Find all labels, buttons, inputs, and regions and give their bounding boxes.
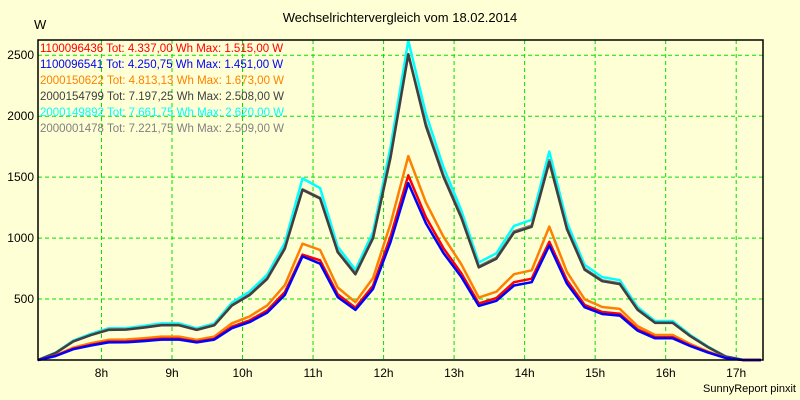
legend-entry-1100096436: 1100096436 Tot: 4.337,00 Wh Max: 1.515,0…: [40, 43, 283, 55]
x-tick-label: 12h: [374, 366, 394, 380]
y-tick-label: 1000: [7, 231, 34, 245]
legend-entry-2000154799: 2000154799 Tot: 7.197,25 Wh Max: 2.508,0…: [40, 91, 284, 103]
grid: [38, 40, 763, 360]
x-tick-label: 9h: [165, 366, 178, 380]
y-axis-unit: W: [34, 17, 47, 32]
y-tick-label: 2000: [7, 109, 34, 123]
x-tick-label: 16h: [656, 366, 676, 380]
legend: 1100096436 Tot: 4.337,00 Wh Max: 1.515,0…: [40, 43, 284, 135]
x-tick-label: 15h: [585, 366, 605, 380]
series-lines: [37, 39, 761, 362]
x-tick-label: 17h: [726, 366, 746, 380]
axis-ticks: 500 1000 1500 2000 2500 8h 9h 10h 11h 12h 13h 14h 15…: [7, 48, 746, 380]
credit-text: SunnyReport pinxit: [703, 383, 796, 395]
y-tick-label: 1500: [7, 170, 34, 184]
legend-entry-1100096541: 1100096541 Tot: 4.250,75 Wh Max: 1.451,0…: [40, 59, 283, 71]
legend-entry-2000150622: 2000150622 Tot: 4.813,13 Wh Max: 1.673,0…: [40, 75, 284, 87]
series-line-2000150622: [37, 154, 761, 362]
x-tick-label: 13h: [444, 366, 464, 380]
y-tick-label: 500: [14, 292, 34, 306]
y-tick-label: 2500: [7, 48, 34, 62]
x-tick-label: 11h: [303, 366, 322, 380]
plot-frame: [37, 39, 764, 361]
series-line-2000149892: [37, 39, 761, 362]
chart-title: Wechselrichtervergleich vom 18.02.2014: [282, 10, 518, 25]
series-line-1100096541: [37, 181, 761, 362]
legend-entry-2000149892: 2000149892 Tot: 7.661,75 Wh Max: 2.620,0…: [40, 107, 284, 119]
x-tick-label: 10h: [233, 366, 253, 380]
legend-entry-2000001478: 2000001478 Tot: 7.221,75 Wh Max: 2.509,0…: [40, 123, 284, 135]
x-tick-label: 8h: [95, 366, 108, 380]
series-line-2000154799: [37, 53, 761, 362]
x-tick-label: 14h: [515, 366, 535, 380]
